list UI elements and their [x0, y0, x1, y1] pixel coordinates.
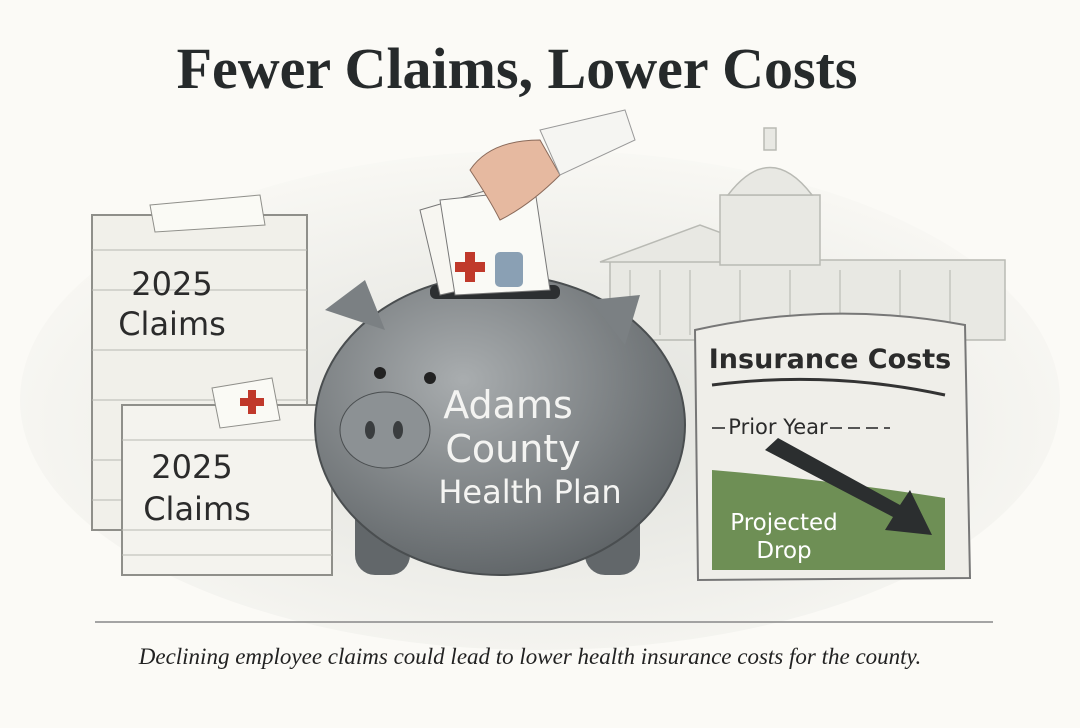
capitol-building: [599, 127, 1006, 341]
stack-label: 2025: [151, 448, 232, 486]
sign-baseline-label: Prior Year: [728, 415, 828, 439]
piggy-label: Adams: [443, 383, 573, 427]
stack-label: Claims: [143, 490, 251, 528]
piggy-label: County: [445, 427, 580, 471]
caption: Declining employee claims could lead to …: [138, 644, 921, 669]
stack-label: Claims: [118, 305, 226, 343]
sign-trend-label: Drop: [756, 538, 811, 564]
sign-title: Insurance Costs: [709, 344, 951, 375]
title: Fewer Claims, Lower Costs: [177, 36, 858, 101]
piggy-bank: [314, 274, 686, 576]
piggy-label: Health Plan: [438, 473, 621, 511]
stack-label: 2025: [131, 265, 212, 303]
insurance-sign: [693, 312, 972, 582]
claims-stack-front: [121, 377, 333, 576]
hand-with-claim: [419, 109, 636, 296]
sign-trend-label: Projected: [730, 510, 837, 536]
